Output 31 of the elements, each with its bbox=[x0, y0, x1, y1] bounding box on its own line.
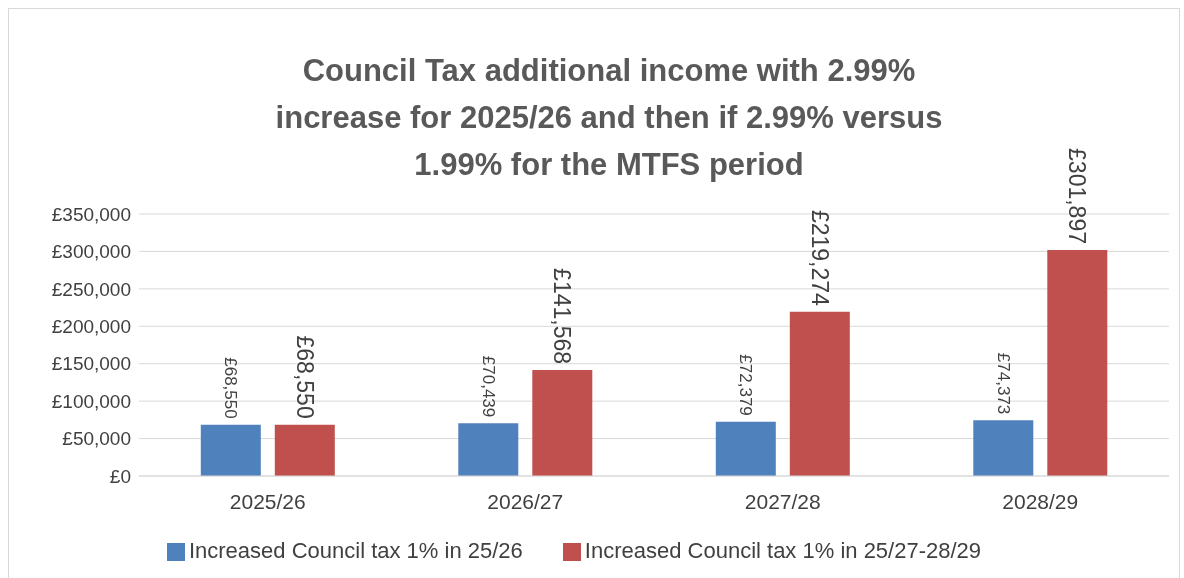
x-tick-label: 2028/29 bbox=[1002, 489, 1079, 513]
y-tick-label: £150,000 bbox=[51, 353, 131, 375]
data-label: £68,550 bbox=[291, 335, 318, 419]
y-tick-label: £50,000 bbox=[62, 428, 131, 450]
data-label: £301,897 bbox=[1064, 148, 1091, 245]
data-label: £141,568 bbox=[549, 268, 576, 365]
y-tick-label: £0 bbox=[109, 465, 131, 487]
bar bbox=[715, 421, 776, 476]
y-tick-label: £250,000 bbox=[51, 278, 131, 300]
y-tick-label: £100,000 bbox=[51, 390, 131, 412]
legend-label: Increased Council tax 1% in 25/27-28/29 bbox=[584, 538, 982, 563]
bar bbox=[532, 370, 593, 476]
bar bbox=[973, 420, 1034, 476]
x-tick-label: 2025/26 bbox=[229, 489, 306, 513]
x-tick-label: 2027/28 bbox=[744, 489, 821, 513]
bar bbox=[789, 311, 850, 476]
y-tick-label: £350,000 bbox=[51, 203, 131, 225]
bar bbox=[200, 424, 261, 476]
bar bbox=[1047, 250, 1108, 476]
x-tick-label: 2026/27 bbox=[487, 489, 564, 513]
bar bbox=[458, 423, 519, 476]
data-label: £70,439 bbox=[478, 355, 498, 418]
chart-title: Council Tax additional income with 2.99% increase for 2025/26 and then if 2.99% versus 1.99% for the MTFS period bbox=[274, 52, 944, 184]
data-label: £219,274 bbox=[806, 209, 833, 307]
legend-label: Increased Council tax 1% in 25/26 bbox=[188, 538, 523, 563]
data-label: £74,373 bbox=[993, 352, 1013, 415]
bar bbox=[274, 424, 335, 476]
y-tick-label: £200,000 bbox=[51, 316, 131, 338]
data-label: £72,379 bbox=[736, 354, 756, 416]
data-label: £68,550 bbox=[221, 357, 241, 419]
y-tick-label: £300,000 bbox=[51, 241, 131, 263]
